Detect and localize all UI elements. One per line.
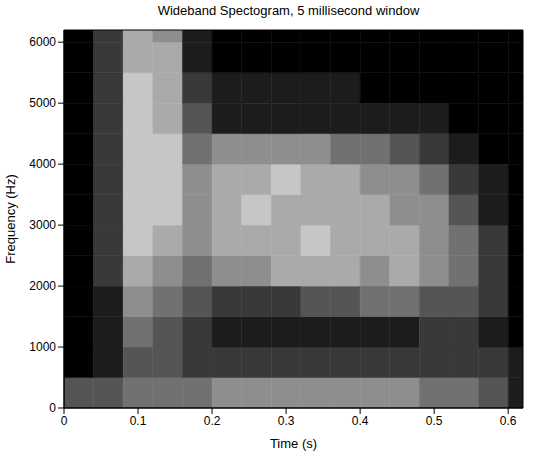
svg-text:0.2: 0.2: [204, 414, 221, 428]
svg-text:3000: 3000: [29, 218, 56, 232]
svg-text:Time (s): Time (s): [270, 436, 317, 451]
svg-text:5000: 5000: [29, 96, 56, 110]
svg-text:0: 0: [61, 414, 68, 428]
svg-text:4000: 4000: [29, 157, 56, 171]
svg-text:0: 0: [49, 401, 56, 415]
html-text:Wideband Spectogram, 5 millise: Wideband Spectogram, 5 millisecond windo…: [157, 3, 420, 18]
svg-text:1000: 1000: [29, 340, 56, 354]
svg-text:Frequency (Hz): Frequency (Hz): [3, 174, 18, 264]
svg-text:0.3: 0.3: [278, 414, 295, 428]
svg-text:0.1: 0.1: [130, 414, 147, 428]
svg-text:0.4: 0.4: [352, 414, 369, 428]
svg-text:6000: 6000: [29, 35, 56, 49]
svg-text:0.5: 0.5: [426, 414, 443, 428]
svg-text:0.6: 0.6: [500, 414, 517, 428]
svg-text:2000: 2000: [29, 279, 56, 293]
